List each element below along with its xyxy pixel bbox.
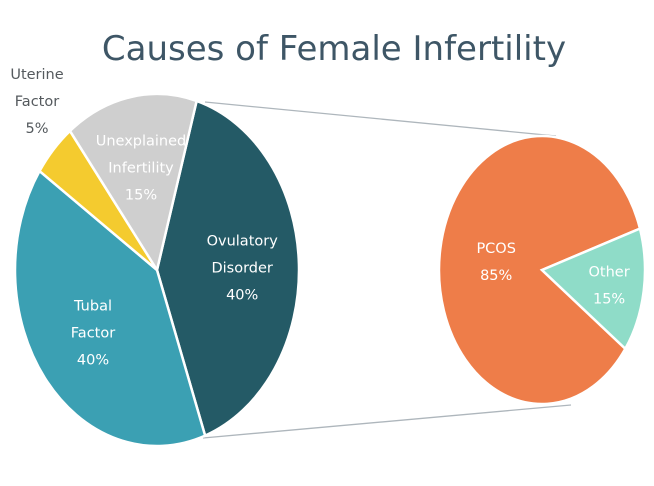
slice-label-tubal-factor: Tubal <box>73 299 112 315</box>
value-label-uterine-factor: 5% <box>25 121 48 137</box>
pie-labels: Ovulatory Disorder 40% Tubal Factor 40% Uterin… <box>10 67 629 369</box>
slice-label-pcos: PCOS <box>476 241 516 257</box>
slice-label-unexplained-infertility: Unexplained <box>96 133 187 149</box>
slice-label-unexplained-infertility: Infertility <box>108 160 174 176</box>
chart-title: Causes of Female Infertility <box>102 29 566 69</box>
slice-label-tubal-factor: Factor <box>71 326 115 342</box>
connector-line-top <box>204 101 557 137</box>
slice-label-uterine-factor: Factor <box>15 94 59 110</box>
main-pie <box>13 92 301 448</box>
slice-unexplained-infertility <box>68 92 199 274</box>
value-label-unexplained-infertility: 15% <box>125 187 157 203</box>
breakdown-pie <box>437 134 647 406</box>
slice-label-uterine-factor: Uterine <box>10 67 63 83</box>
slice-label-ovulatory-disorder: Disorder <box>211 261 272 277</box>
slice-pcos <box>437 134 642 406</box>
value-label-other: 15% <box>593 291 625 307</box>
slice-other <box>539 226 647 351</box>
slice-ovulatory-disorder <box>155 99 301 438</box>
slice-label-ovulatory-disorder: Ovulatory <box>207 234 279 250</box>
slice-label-other: Other <box>589 264 630 280</box>
connector-lines <box>202 101 572 439</box>
value-label-pcos: 85% <box>480 268 512 284</box>
connector-line-bottom <box>202 404 572 439</box>
slice-tubal-factor <box>13 169 207 448</box>
value-label-ovulatory-disorder: 40% <box>226 288 258 304</box>
value-label-tubal-factor: 40% <box>77 353 109 369</box>
